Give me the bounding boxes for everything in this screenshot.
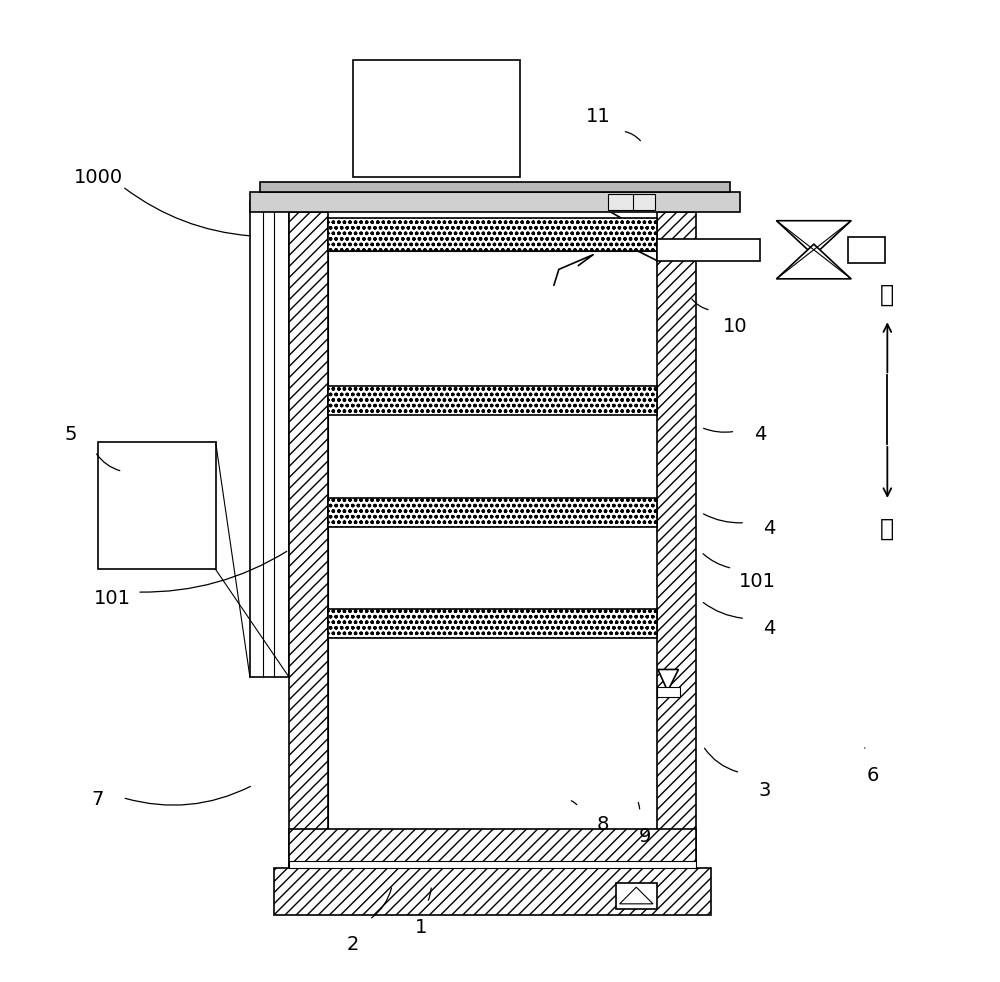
Bar <box>274 867 711 914</box>
Bar <box>608 193 655 209</box>
Text: 101: 101 <box>738 572 775 591</box>
Polygon shape <box>658 670 678 691</box>
Text: 9: 9 <box>639 827 651 846</box>
Polygon shape <box>620 887 653 903</box>
Bar <box>328 218 657 250</box>
Text: 2: 2 <box>347 935 359 954</box>
Bar <box>250 201 289 678</box>
Text: 下: 下 <box>880 283 894 307</box>
Bar <box>289 830 696 868</box>
Bar <box>328 609 657 638</box>
Bar <box>289 860 696 867</box>
Text: 4: 4 <box>754 424 766 444</box>
Bar <box>260 182 730 191</box>
Bar <box>353 60 520 177</box>
Bar <box>289 211 328 868</box>
Bar <box>848 237 885 262</box>
Bar <box>328 386 657 415</box>
Polygon shape <box>777 221 851 255</box>
Bar <box>250 191 740 211</box>
Text: 上: 上 <box>880 517 894 540</box>
Text: 11: 11 <box>586 107 610 126</box>
Text: 8: 8 <box>597 815 609 834</box>
Bar <box>328 498 657 527</box>
Bar <box>328 250 657 830</box>
Bar <box>657 687 680 697</box>
Text: 6: 6 <box>866 766 879 785</box>
Text: 101: 101 <box>94 589 131 609</box>
Text: 4: 4 <box>763 518 776 538</box>
Text: 1000: 1000 <box>73 168 123 187</box>
Bar <box>98 442 216 570</box>
Polygon shape <box>777 245 851 279</box>
Bar <box>616 883 657 908</box>
Bar <box>657 239 760 260</box>
Text: 3: 3 <box>759 781 771 799</box>
Text: 7: 7 <box>92 791 104 809</box>
Text: 4: 4 <box>763 619 776 637</box>
Bar <box>657 211 696 868</box>
Text: 5: 5 <box>64 424 77 444</box>
Text: 10: 10 <box>723 317 748 336</box>
Text: 1: 1 <box>415 918 428 937</box>
